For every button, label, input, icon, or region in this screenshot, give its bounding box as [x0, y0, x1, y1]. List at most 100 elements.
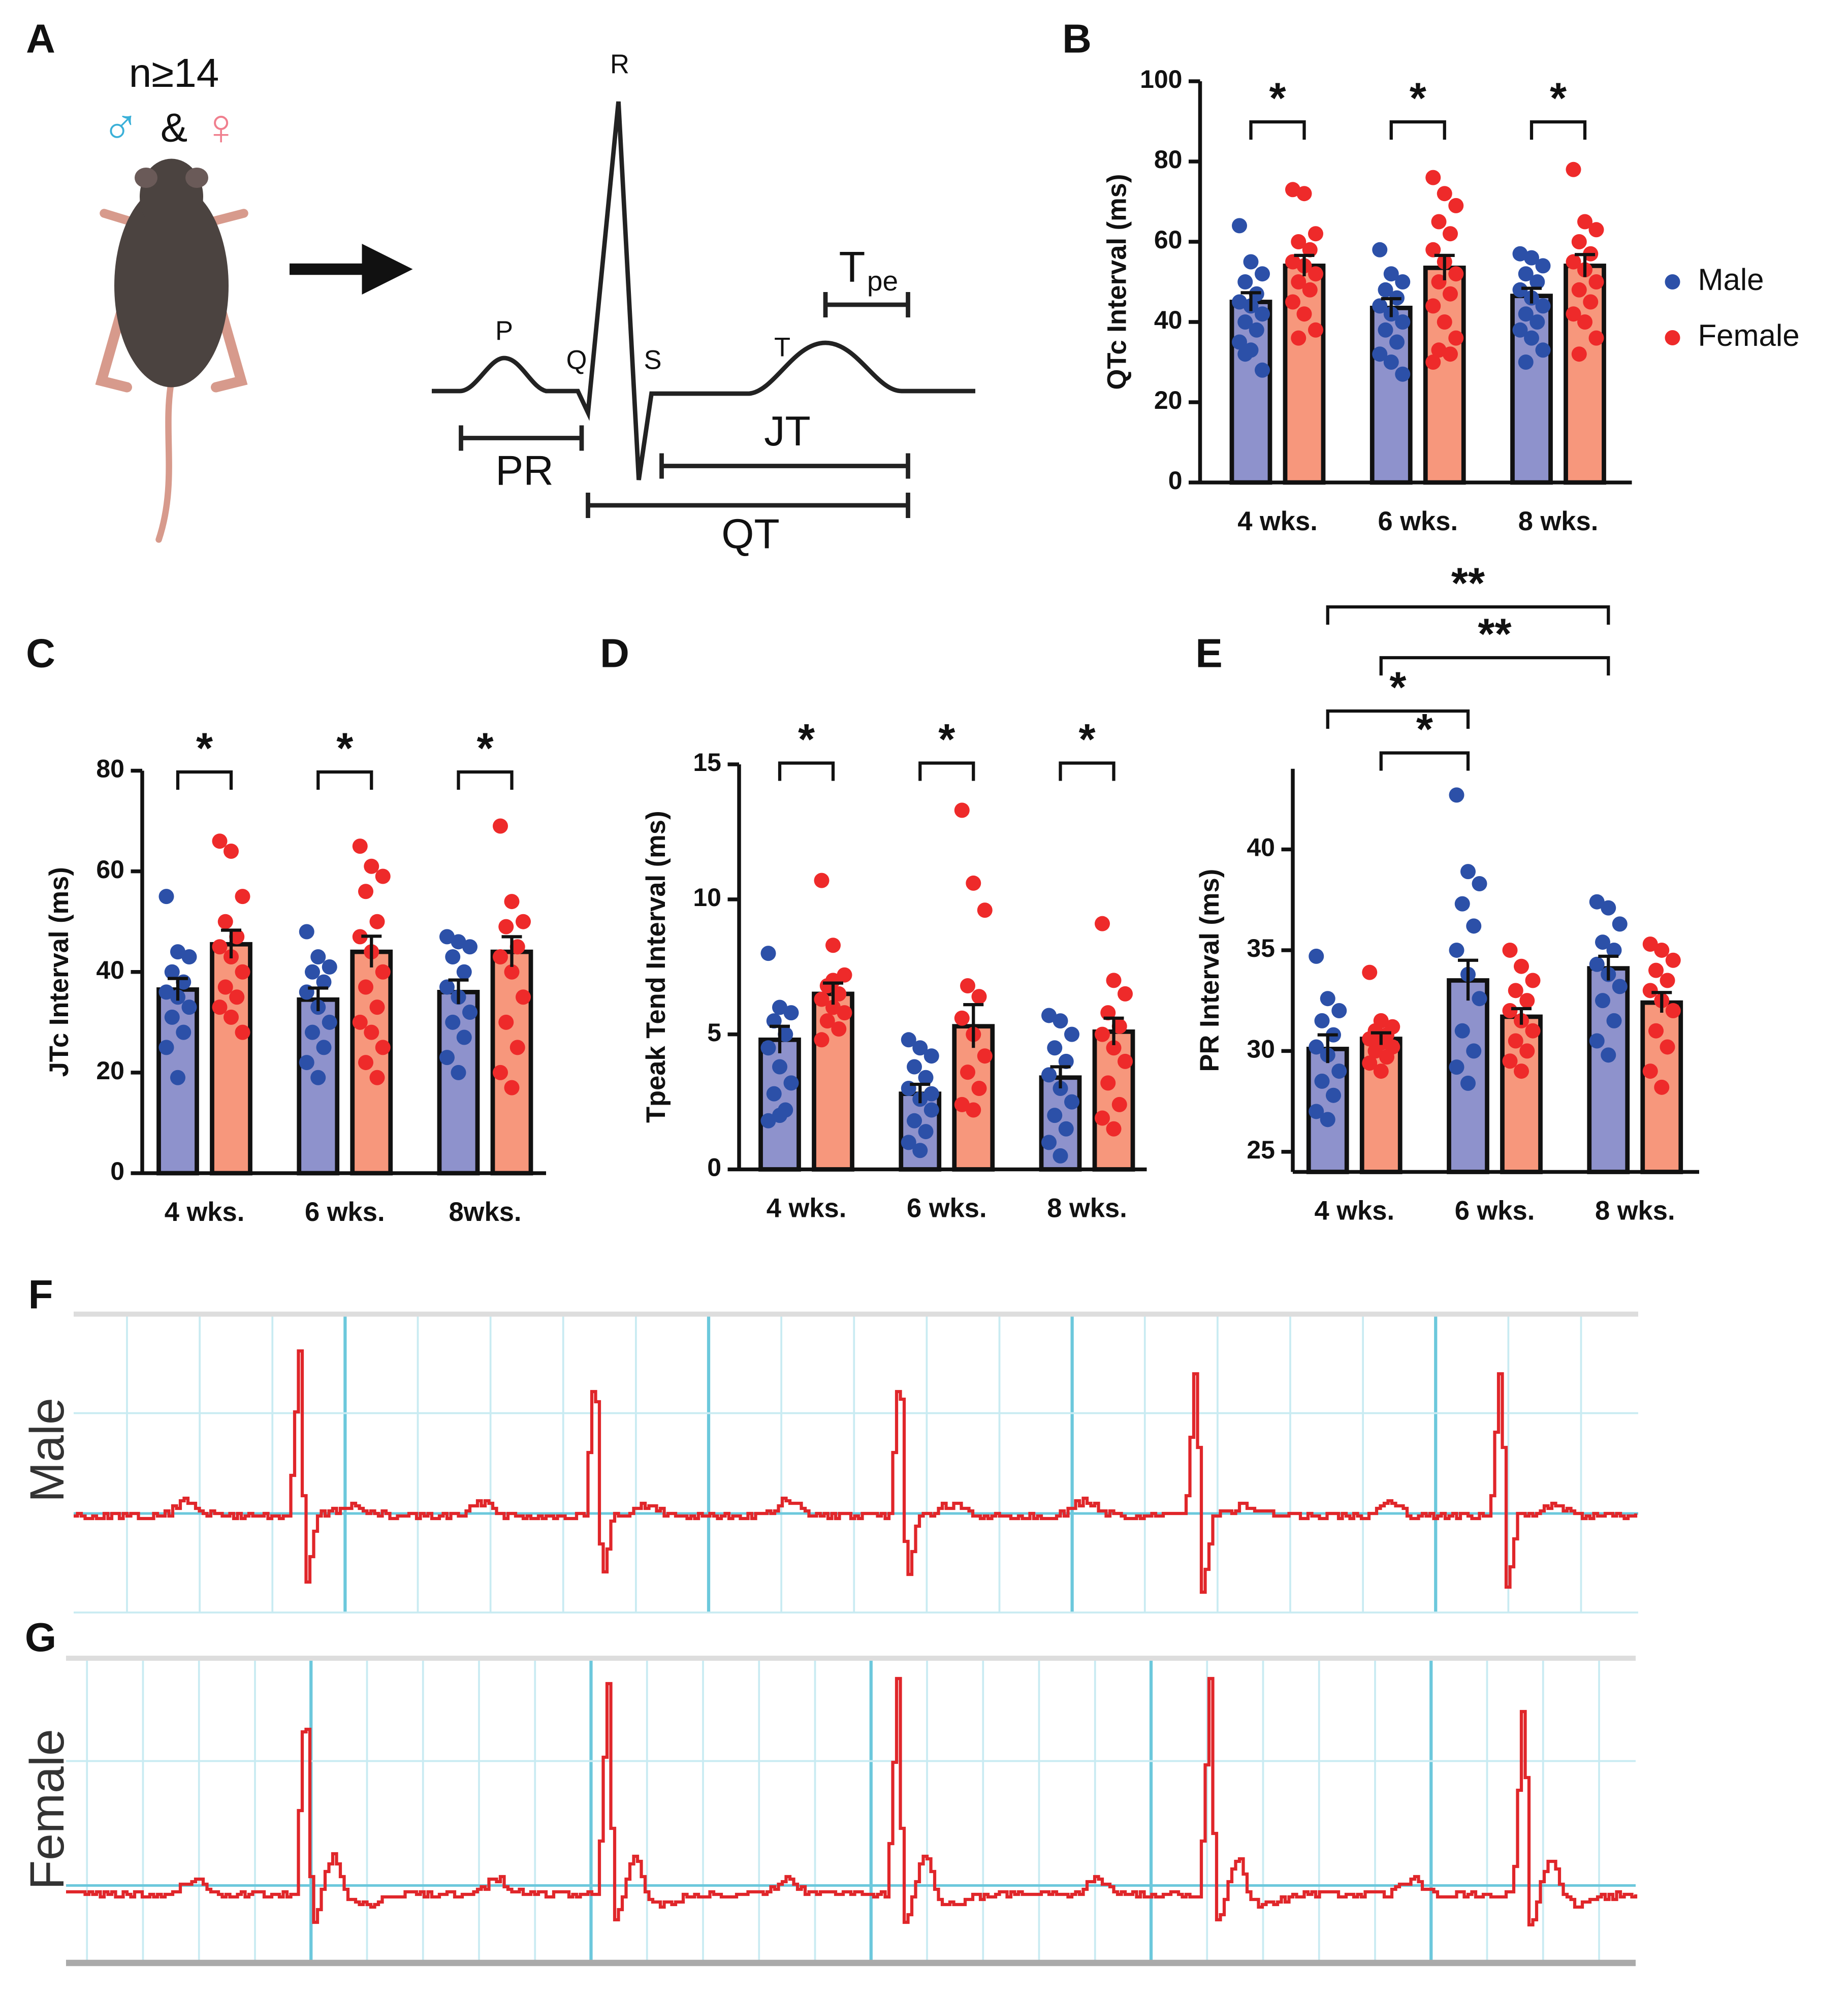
data-point	[1601, 1047, 1616, 1063]
data-point	[971, 1081, 987, 1096]
ecg-schematic	[432, 101, 976, 518]
chart: C 0 20 40 60 80 JTc Interval (ms) 4 wks. 6 wks. 8…	[26, 631, 547, 1227]
significance-label: **	[1478, 610, 1511, 658]
data-point	[1518, 354, 1534, 370]
data-point	[966, 875, 981, 891]
error-bar	[361, 934, 382, 968]
data-point	[451, 1065, 466, 1080]
y-tick-label: 30	[1247, 1035, 1275, 1063]
data-point	[181, 1000, 197, 1015]
data-point	[1535, 258, 1551, 274]
data-point	[1285, 254, 1300, 270]
data-point	[229, 989, 245, 1005]
significance-bracket	[176, 770, 233, 790]
data-point	[439, 979, 455, 995]
x-tick-label: 4 wks.	[1314, 1196, 1394, 1226]
data-point	[498, 1014, 514, 1030]
data-point	[1577, 214, 1592, 230]
data-point	[960, 978, 975, 993]
data-point	[1512, 282, 1528, 298]
data-point	[462, 1005, 478, 1020]
data-point	[1378, 282, 1393, 298]
data-point	[1525, 1023, 1541, 1039]
data-point	[1448, 330, 1464, 346]
data-point	[1660, 973, 1675, 988]
error-bar	[1521, 286, 1542, 304]
data-point	[235, 964, 250, 980]
male-symbol: ♂	[102, 99, 140, 155]
y-tick-label: 0	[707, 1153, 721, 1182]
data-point	[1589, 956, 1605, 972]
data-point	[1372, 298, 1388, 314]
error-bar	[168, 977, 188, 1001]
error-bar	[770, 1024, 790, 1053]
error-bar	[963, 1003, 984, 1048]
data-point	[158, 1040, 174, 1055]
data-point	[1466, 918, 1482, 934]
y-tick-label: 60	[96, 855, 124, 884]
data-point	[1255, 266, 1270, 282]
error-bar	[910, 1082, 931, 1104]
data-point	[1372, 242, 1388, 257]
data-point	[1383, 266, 1399, 282]
significance-label: *	[196, 724, 213, 772]
data-point	[305, 1024, 321, 1040]
data-point	[1654, 1079, 1670, 1095]
data-point	[1589, 894, 1605, 910]
y-tick-label: 20	[96, 1056, 124, 1085]
data-point	[1601, 900, 1616, 916]
data-point	[1508, 983, 1523, 998]
panel-label: B	[1062, 16, 1092, 61]
wave-label: Q	[566, 345, 587, 375]
data-point	[1571, 346, 1587, 362]
data-point	[1606, 1013, 1622, 1028]
data-point	[837, 1005, 852, 1021]
data-point	[181, 949, 197, 965]
data-point	[1047, 1108, 1063, 1123]
data-point	[1448, 266, 1464, 282]
data-point	[1314, 1013, 1330, 1028]
error-bar	[1317, 1033, 1338, 1063]
data-point	[918, 1070, 934, 1085]
data-point	[1431, 342, 1447, 358]
data-point	[1308, 322, 1323, 338]
y-tick-label: 25	[1247, 1136, 1275, 1164]
data-point	[235, 889, 250, 905]
data-point	[316, 1040, 332, 1055]
data-point	[305, 964, 321, 980]
trace-label: Male	[20, 1398, 74, 1502]
data-point	[1431, 274, 1447, 289]
data-point	[498, 919, 514, 934]
data-point	[224, 844, 239, 859]
data-point	[1232, 294, 1247, 310]
x-tick-label: 6 wks.	[1378, 506, 1458, 536]
data-point	[1053, 1148, 1068, 1164]
error-bar	[221, 928, 242, 959]
data-point	[837, 967, 852, 983]
data-point	[1571, 234, 1587, 249]
data-point	[493, 949, 508, 965]
error-bar	[1458, 958, 1479, 1001]
significance-label: *	[1269, 74, 1286, 122]
data-point	[364, 1024, 379, 1040]
significance-label: *	[1550, 74, 1567, 122]
data-point	[977, 902, 993, 918]
y-tick-label: 35	[1247, 934, 1275, 962]
error-bar	[1575, 253, 1596, 277]
data-point	[1389, 334, 1405, 350]
data-point	[831, 1021, 847, 1037]
data-point	[369, 1070, 385, 1085]
data-point	[1606, 942, 1622, 958]
data-point	[814, 873, 830, 888]
data-point	[1111, 1097, 1127, 1112]
data-point	[1106, 1121, 1122, 1137]
x-tick-label: 8 wks.	[1518, 506, 1599, 536]
data-point	[322, 959, 337, 975]
data-point	[1285, 182, 1300, 198]
arrow	[290, 244, 413, 295]
data-point	[1642, 937, 1658, 952]
data-point	[1443, 286, 1458, 302]
tpe-label: T	[839, 243, 866, 292]
data-point	[1362, 964, 1378, 980]
